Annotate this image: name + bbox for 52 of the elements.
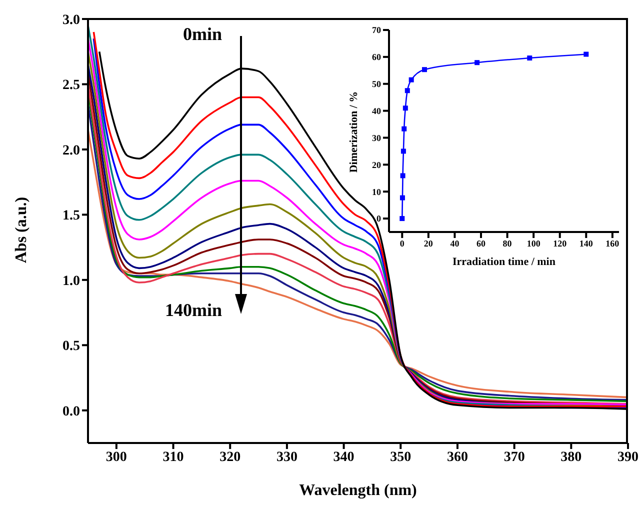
point (527, 56, 532, 61)
y-tick-label: 60 (372, 52, 382, 62)
x-axis-title: Wavelength (nm) (298, 482, 418, 500)
point (584, 52, 589, 57)
point (474, 60, 480, 66)
x-tick-label: 140 (579, 238, 594, 248)
x-tick-label: 310 (162, 450, 184, 465)
point (402, 106, 408, 111)
y-tick-label: 0.0 (62, 404, 80, 420)
y-tick-label: 2.0 (62, 143, 80, 158)
x-tick-label: 100 (526, 238, 541, 248)
y-tick-label: 50 (372, 79, 382, 90)
point (400, 195, 405, 200)
y-tick-label: 20 (372, 160, 382, 170)
x-tick-label: 80 (502, 238, 512, 248)
y-tick-label: 1.0 (62, 274, 80, 289)
x-tick-label: 20 (424, 238, 434, 248)
y-tick-label: 3.0 (62, 12, 80, 28)
point (402, 126, 407, 132)
x-tick-label: 320 (220, 450, 241, 465)
x-tick-label: 0 (400, 238, 405, 248)
x-tick-label: 160 (606, 238, 620, 248)
x-tick-label: 120 (553, 238, 568, 248)
point (400, 148, 406, 154)
x-tick-label: 300 (106, 450, 127, 465)
x-tick-label: 340 (333, 450, 354, 465)
x-tick-label: 360 (446, 450, 468, 465)
y-tick-label: 40 (372, 106, 382, 116)
y-axis-title: Abs (a.u.) (13, 196, 31, 264)
x-tick-label: 380 (560, 450, 582, 465)
x-tick-label: 40 (450, 238, 460, 248)
y-tick-label: 70 (372, 25, 382, 36)
x-tick-label: 370 (504, 450, 525, 465)
y-axis-title: Dimerization / % (348, 91, 360, 173)
x-tick-label: 60 (476, 238, 486, 248)
y-tick-label: 2.5 (62, 78, 80, 94)
point (404, 88, 410, 94)
y-tick-label: 0 (376, 214, 382, 224)
point (400, 173, 406, 178)
x-tick-label: 330 (276, 450, 298, 465)
x-tick-label: 390 (618, 450, 638, 465)
x-axis-title: Irradiation time / min (452, 256, 556, 268)
x-tick-label: 350 (390, 450, 412, 465)
annotation: 140min (165, 300, 222, 321)
point (400, 216, 405, 222)
y-tick-label: 1.5 (62, 208, 80, 224)
y-tick-label: 0.5 (62, 339, 80, 354)
annotation: 0min (183, 24, 222, 45)
point (422, 67, 427, 72)
y-tick-label: 10 (372, 186, 382, 197)
y-tick-label: 30 (372, 132, 382, 143)
point (408, 77, 414, 82)
